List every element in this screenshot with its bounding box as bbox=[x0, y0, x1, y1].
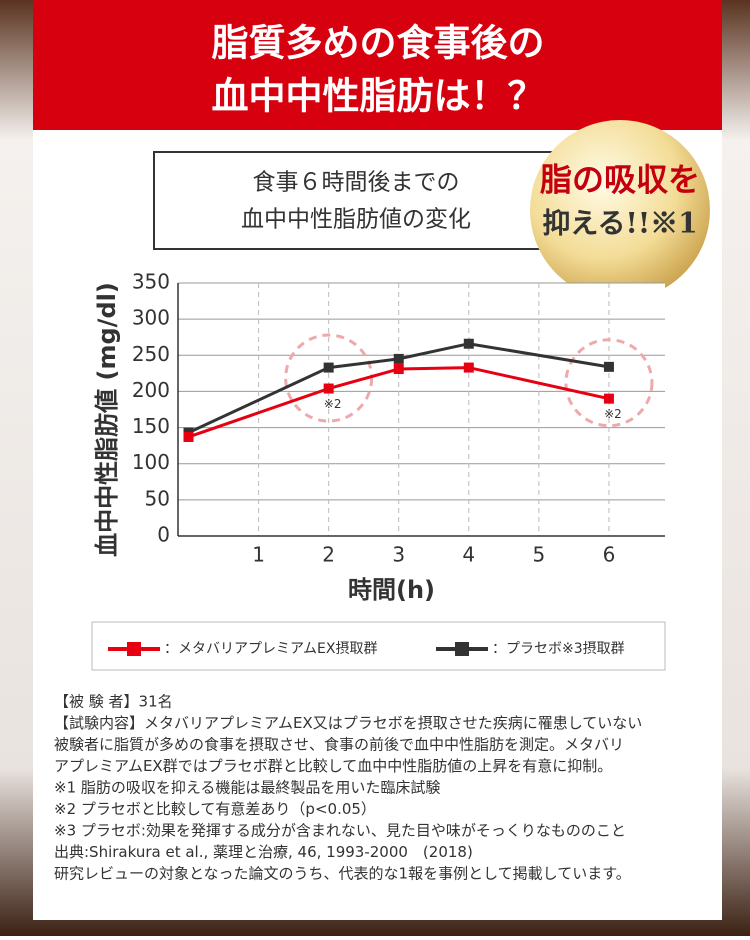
y-tick-label: 250 bbox=[132, 342, 170, 366]
note-line: ※3 プラセボ:効果を発揮する成分が含まれない、見た目や味がそっくりなもののこと bbox=[54, 822, 626, 840]
note-line: 研究レビューの対象となった論文のうち、代表的な1報を事例として掲載しています。 bbox=[54, 865, 631, 883]
banner-line: 血中中性脂肪は！？ bbox=[212, 75, 545, 118]
y-tick-label: 200 bbox=[132, 378, 170, 402]
annotation: ※2 bbox=[324, 397, 342, 411]
x-tick-label: 6 bbox=[603, 543, 616, 567]
x-tick-label: 1 bbox=[252, 543, 265, 567]
note-line: 【試験内容】メタバリアプレミアムEX又はプラセボを摂取させた疾病に罹患していない bbox=[54, 714, 642, 732]
chart: 0 50 100 150 200 250 300 350 1 2 3 4 5 6 時間(h) 血中中性脂肪値 … bbox=[93, 270, 665, 657]
y-tick-label: 150 bbox=[132, 414, 170, 438]
x-axis-label: 時間(h) bbox=[348, 576, 435, 604]
point bbox=[603, 393, 614, 404]
legend-marker bbox=[455, 642, 469, 656]
note-line: 出典:Shirakura et al., 薬理と治療, 46, 1993-200… bbox=[54, 843, 473, 861]
point bbox=[323, 383, 334, 394]
note-line: 被験者に脂質が多めの食事を摂取させ、食事の前後で血中中性脂肪を測定。メタバリ bbox=[54, 736, 624, 754]
note-line: 【被 験 者】31名 bbox=[54, 693, 173, 711]
y-tick-label: 0 bbox=[157, 523, 170, 547]
chart-title: 血中中性脂肪値の変化 bbox=[241, 207, 471, 233]
point bbox=[463, 338, 474, 349]
point bbox=[183, 431, 194, 442]
note-line: ※2 プラセボと比較して有意差あり（p<0.05） bbox=[54, 800, 376, 818]
legend-box bbox=[91, 621, 666, 671]
point bbox=[463, 362, 474, 373]
badge-line: 抑える!!※1 bbox=[542, 207, 697, 240]
x-tick-label: 4 bbox=[462, 543, 475, 567]
badge-line: 脂の吸収を bbox=[540, 161, 700, 199]
chart-title-box bbox=[153, 151, 560, 250]
y-tick-label: 50 bbox=[145, 486, 170, 510]
notes: 【被 験 者】31名【試験内容】メタバリアプレミアムEX又はプラセボを摂取させた… bbox=[54, 693, 642, 883]
y-tick-label: 300 bbox=[132, 306, 170, 330]
plot-area bbox=[178, 283, 665, 536]
note-line: アプレミアムEX群ではプラセボ群と比較して血中中性脂肪値の上昇を有意に抑制。 bbox=[54, 757, 612, 775]
x-tick-label: 2 bbox=[322, 543, 335, 567]
y-tick-label: 350 bbox=[132, 270, 170, 294]
y-tick-label: 100 bbox=[132, 450, 170, 474]
point bbox=[393, 353, 404, 364]
banner bbox=[33, 0, 722, 130]
badge bbox=[530, 120, 710, 300]
point bbox=[603, 361, 614, 372]
y-axis-label: 血中中性脂肪値 (mg/dl) bbox=[93, 282, 121, 557]
legend-label: ：プラセボ※3摂取群 bbox=[492, 641, 625, 657]
note-line: ※1 脂肪の吸収を抑える機能は最終製品を用いた臨床試験 bbox=[54, 779, 440, 797]
annotation: ※2 bbox=[604, 407, 622, 421]
legend-marker bbox=[127, 642, 141, 656]
x-tick-label: 3 bbox=[392, 543, 405, 567]
chart-title: 食事６時間後までの bbox=[253, 170, 460, 196]
legend-label: ：メタバリアプレミアムEX摂取群 bbox=[164, 641, 377, 657]
annotation-circle bbox=[564, 338, 654, 428]
banner-line: 脂質多めの食事後の bbox=[212, 22, 545, 65]
point bbox=[323, 362, 334, 373]
x-tick-label: 5 bbox=[533, 543, 546, 567]
point bbox=[393, 364, 404, 375]
